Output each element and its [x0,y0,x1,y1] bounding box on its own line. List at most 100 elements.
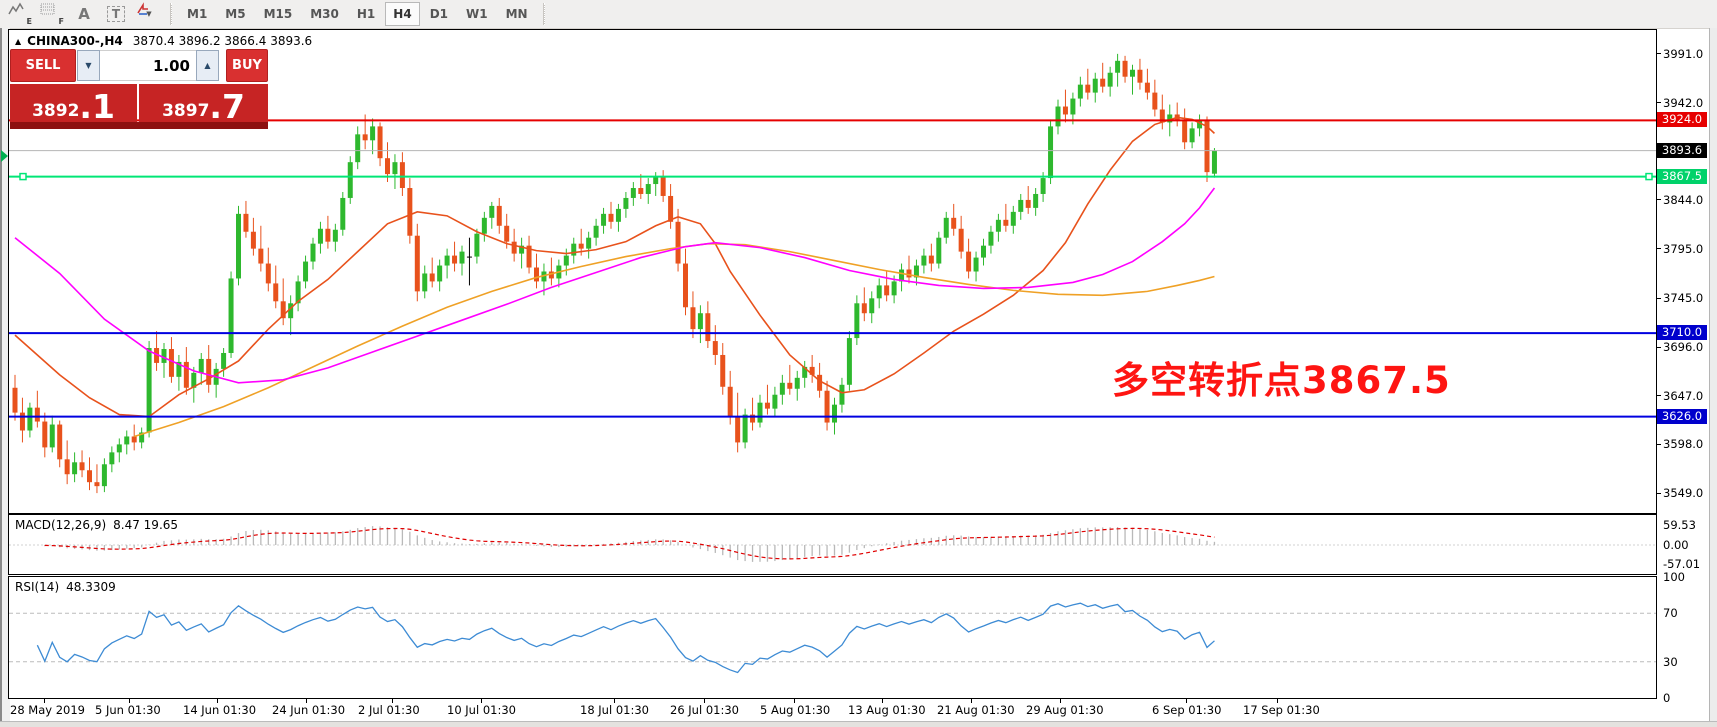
candle [399,162,405,189]
candle [466,256,472,258]
rsi-value: 48.3309 [66,580,116,594]
main-chart-panel[interactable]: ▲ CHINA300-,H4 3870.4 3896.2 3866.4 3893.6… [8,29,1657,514]
candlestick-canvas[interactable] [9,30,1656,513]
left-gutter [0,28,10,727]
macd-label: MACD(12,26,9) 8.47 19.65 [15,518,178,532]
price-badge: 3710.0 [1657,325,1707,341]
macd-canvas[interactable] [9,515,1656,574]
candle [1167,114,1173,123]
candle [884,285,890,296]
candle [571,243,577,256]
candle [638,188,644,194]
candle [310,243,316,262]
sell-price[interactable]: 3892.1 [10,84,137,126]
candle [481,217,487,234]
candle [712,341,718,355]
candle [422,273,428,292]
candle [131,436,137,443]
candle [1115,60,1121,73]
candle [437,265,443,282]
arrow-objects-dropdown[interactable]: ▼ [134,1,162,27]
time-tick-label: 18 Jul 01:30 [580,703,649,717]
time-tick-label: 2 Jul 01:30 [358,703,420,717]
candle [936,237,942,264]
timeframe-M30[interactable]: M30 [310,7,339,21]
rsi-panel[interactable]: RSI(14) 48.3309 [8,576,1657,699]
candle [1025,199,1031,208]
candle [928,255,934,264]
indicator-list-button[interactable]: E [6,1,34,27]
candle [764,402,770,409]
bottom-strip [0,721,1717,727]
candle [943,217,949,238]
candle [697,313,703,330]
candle [414,235,420,292]
candle [653,176,659,185]
candle [966,251,972,272]
candle [385,158,390,175]
price-tick-label: 3991.0 [1663,46,1704,61]
timeframe-M5[interactable]: M5 [225,7,246,21]
buy-button[interactable]: BUY [226,49,268,82]
macd-panel[interactable]: MACD(12,26,9) 8.47 19.65 [8,514,1657,575]
candle [981,245,986,258]
buy-price[interactable]: 3897.7 [139,84,268,123]
timeframe-MN[interactable]: MN [505,7,528,21]
candle [474,233,480,257]
timeframe-H4[interactable]: H4 [385,2,420,26]
candle [362,134,368,141]
candle [265,263,271,284]
candle [198,358,204,373]
candle [824,390,830,423]
time-tick [392,699,393,703]
rsi-name: RSI(14) [15,580,60,594]
sell-button[interactable]: SELL [10,49,76,82]
timeframe-D1[interactable]: D1 [429,7,448,21]
data-window-button[interactable]: F [38,1,66,27]
timeframe-M15[interactable]: M15 [263,7,293,21]
time-tick-label: 6 Sep 01:30 [1152,703,1222,717]
timeframe-group: M1 M5 M15 M30 H1 H4 D1 W1 MN [178,2,537,26]
candle [332,229,338,242]
candle [94,482,100,487]
candle [27,407,33,431]
candle [817,374,823,391]
price-tick-label: 3696.0 [1663,340,1704,355]
sell-price-main: 3892 [32,101,80,121]
timeframe-M1[interactable]: M1 [187,7,208,21]
candle [660,176,666,196]
volume-decrease-button[interactable]: ▼ [77,50,100,81]
hline-handle[interactable] [1645,172,1653,181]
candle [876,285,882,299]
text-label-button[interactable]: A [78,5,90,23]
text-annotation[interactable]: 多空转折点3867.5 [1112,359,1451,402]
candle [899,269,905,282]
macd-values: 8.47 19.65 [113,518,179,532]
rsi-canvas[interactable] [9,577,1656,698]
candle [42,421,48,448]
candle [951,217,957,229]
volume-input[interactable] [100,50,196,81]
time-tick-label: 26 Jul 01:30 [670,703,739,717]
price-badge: 3626.0 [1657,408,1707,424]
timeframe-H1[interactable]: H1 [356,7,376,21]
candle [325,228,331,242]
timeframe-W1[interactable]: W1 [466,7,488,21]
volume-increase-button[interactable]: ▲ [196,50,219,81]
candle [519,245,525,254]
time-tick [1060,699,1061,703]
buy-price-main: 3897 [162,101,210,121]
time-tick [1277,699,1278,703]
trade-panel-footer [10,122,268,129]
collapse-icon[interactable]: ▲ [15,37,22,46]
hline-handle[interactable] [19,172,27,181]
candle [742,414,748,443]
candle [1137,69,1143,83]
price-badge: 3924.0 [1657,112,1707,128]
candle [116,444,122,453]
sell-price-frac: .1 [79,86,115,126]
text-box-button[interactable]: T [102,1,130,27]
candle [228,278,234,353]
time-tick-label: 13 Aug 01:30 [848,703,926,717]
candle [1130,69,1135,77]
